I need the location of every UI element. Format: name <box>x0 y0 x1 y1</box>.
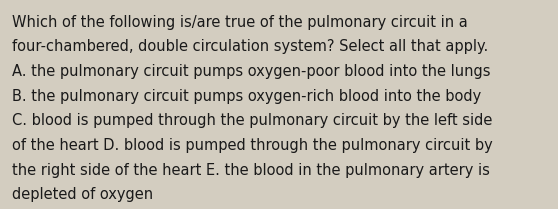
Text: Which of the following is/are true of the pulmonary circuit in a: Which of the following is/are true of th… <box>12 15 468 30</box>
Text: the right side of the heart E. the blood in the pulmonary artery is: the right side of the heart E. the blood… <box>12 163 490 178</box>
Text: four-chambered, double circulation system? Select all that apply.: four-chambered, double circulation syste… <box>12 39 488 54</box>
Text: B. the pulmonary circuit pumps oxygen-rich blood into the body: B. the pulmonary circuit pumps oxygen-ri… <box>12 89 482 104</box>
Text: C. blood is pumped through the pulmonary circuit by the left side: C. blood is pumped through the pulmonary… <box>12 113 493 128</box>
Text: depleted of oxygen: depleted of oxygen <box>12 187 153 202</box>
Text: A. the pulmonary circuit pumps oxygen-poor blood into the lungs: A. the pulmonary circuit pumps oxygen-po… <box>12 64 491 79</box>
Text: of the heart D. blood is pumped through the pulmonary circuit by: of the heart D. blood is pumped through … <box>12 138 493 153</box>
